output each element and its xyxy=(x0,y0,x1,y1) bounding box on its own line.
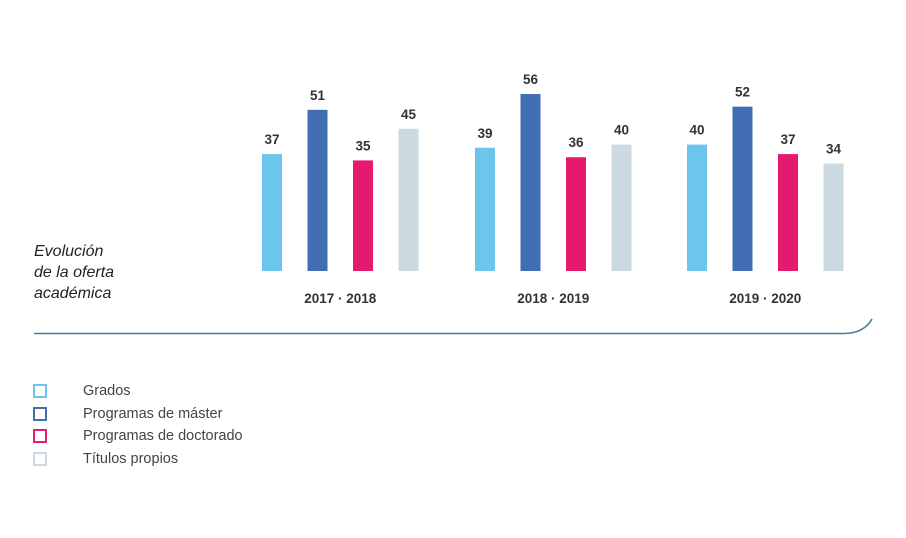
legend-swatch-master xyxy=(33,406,47,421)
legend-label-titulos: Títulos propios xyxy=(83,450,179,467)
bar-master-1 xyxy=(307,109,328,271)
baseline-curve xyxy=(34,318,873,335)
bar-master-2 xyxy=(520,94,541,271)
data-label-grados-2: 39 xyxy=(477,126,492,141)
bar-titulos-1 xyxy=(398,128,419,271)
data-label-master-3: 52 xyxy=(735,85,750,100)
legend-swatch-doctorado xyxy=(33,429,47,444)
legend-item-titulos: Títulos propios xyxy=(33,448,243,471)
bar-grados-2 xyxy=(475,147,495,271)
data-label-master-2: 56 xyxy=(523,72,539,87)
data-label-titulos-3: 34 xyxy=(826,142,842,157)
data-label-titulos-2: 40 xyxy=(614,123,629,138)
chart-title: Evolución de la oferta académica xyxy=(34,241,164,304)
data-label-doctorado-1: 35 xyxy=(355,138,371,153)
legend-label-doctorado: Programas de doctorado xyxy=(83,428,243,445)
data-label-grados-3: 40 xyxy=(689,123,704,138)
data-label-titulos-1: 45 xyxy=(401,107,417,122)
bar-doctorado-3 xyxy=(778,154,798,271)
bar-master-3 xyxy=(732,106,753,272)
data-label-doctorado-2: 36 xyxy=(568,135,584,150)
category-label-1: 2017 · 2018 xyxy=(304,291,377,306)
legend-label-grados: Grados xyxy=(83,383,131,400)
legend-swatch-titulos xyxy=(33,451,47,466)
bar-titulos-2 xyxy=(611,144,632,271)
legend-item-grados: Grados xyxy=(33,380,243,403)
legend-item-master: Programas de máster xyxy=(33,403,243,426)
chart-title-line-1: Evolución xyxy=(34,243,104,260)
data-label-doctorado-3: 37 xyxy=(780,132,795,147)
category-label-3: 2019 · 2020 xyxy=(729,291,801,306)
legend-label-master: Programas de máster xyxy=(83,405,223,422)
legend-item-doctorado: Programas de doctorado xyxy=(33,425,243,448)
legend: Grados Programas de máster Programas de … xyxy=(33,380,243,470)
data-label-master-1: 51 xyxy=(310,88,326,103)
legend-swatch-grados xyxy=(33,384,47,399)
bar-titulos-3 xyxy=(823,163,844,271)
bar-doctorado-2 xyxy=(566,157,586,271)
chart-title-line-2: de la oferta xyxy=(34,264,115,281)
category-label-2: 2018 · 2019 xyxy=(517,291,589,306)
bar-grados-3 xyxy=(687,144,707,271)
chart-title-line-3: académica xyxy=(34,285,112,302)
bar-grados-1 xyxy=(262,154,282,271)
data-label-grados-1: 37 xyxy=(264,132,279,147)
bar-doctorado-1 xyxy=(353,160,373,271)
